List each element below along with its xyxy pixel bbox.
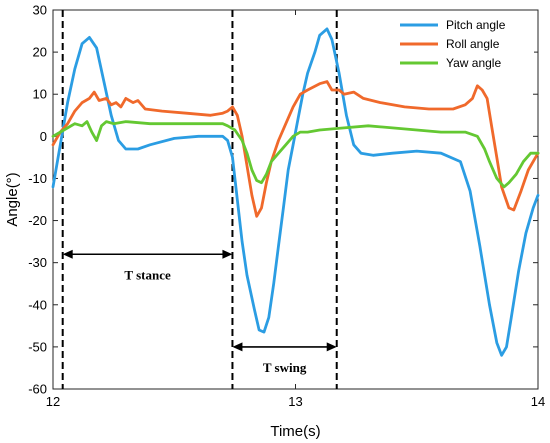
legend-label: Yaw angle	[446, 56, 501, 70]
phase-annotations: T stance T swing	[62, 249, 337, 375]
y-tick-label: -30	[28, 255, 47, 270]
span-label: T swing	[263, 360, 307, 375]
arrow-head-left	[232, 342, 243, 352]
y-tick-label: -40	[28, 297, 47, 312]
y-tick-label: -50	[28, 339, 47, 354]
y-tick-label: 0	[40, 129, 47, 144]
phase-divider-lines	[61, 10, 338, 389]
arrow-head-left	[62, 249, 73, 259]
y-tick-label: -10	[28, 171, 47, 186]
x-tick-label: 14	[531, 394, 545, 409]
y-tick-label: 30	[33, 3, 47, 18]
span-label: T stance	[124, 267, 171, 282]
legend: Pitch angle Roll angle Yaw angle	[392, 14, 534, 77]
legend-label: Pitch angle	[446, 18, 506, 32]
plot-area: -60 -50 -40 -30 -20 -10 0 10 20 30 12 13 14 T stanc…	[28, 3, 545, 410]
x-axis: 12 13 14	[46, 10, 545, 409]
y-tick-label: 10	[33, 87, 47, 102]
x-tick-label: 12	[46, 394, 60, 409]
x-tick-label: 13	[288, 394, 302, 409]
series-layer	[51, 27, 540, 357]
y-axis-title: Angle(°)	[4, 172, 21, 226]
y-tick-label: -20	[28, 213, 47, 228]
arrow-head-right	[326, 342, 337, 352]
arrow-head-right	[222, 249, 233, 259]
legend-label: Roll angle	[446, 37, 500, 51]
x-axis-title: Time(s)	[270, 423, 320, 440]
series-line	[51, 27, 540, 357]
y-tick-label: -60	[28, 382, 47, 397]
y-tick-label: 20	[33, 45, 47, 60]
series-line	[51, 120, 540, 189]
